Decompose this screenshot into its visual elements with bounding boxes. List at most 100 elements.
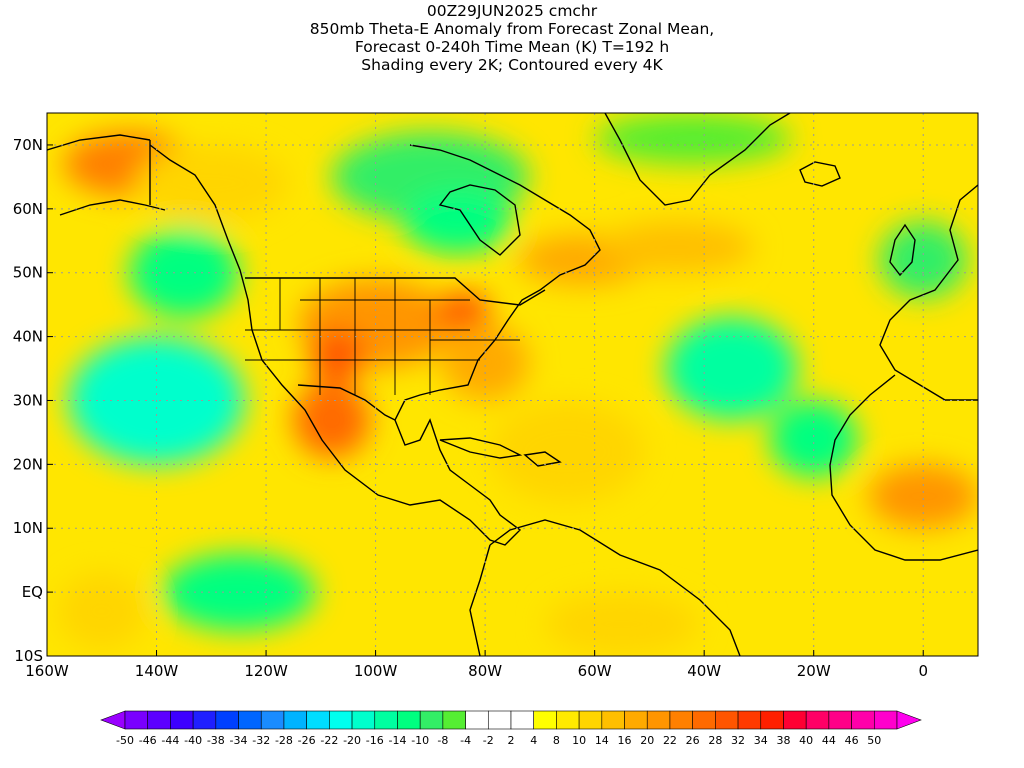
africa-coastline	[829, 374, 978, 561]
colorbar-label: -8	[437, 734, 448, 747]
colorbar-swatch	[215, 710, 239, 730]
land-outlines	[47, 113, 978, 656]
alaska-coastline	[47, 134, 166, 216]
colorbar-swatch	[442, 710, 466, 730]
anomaly-regions	[57, 113, 978, 656]
colorbar-label: 34	[754, 734, 768, 747]
colorbar-swatch	[100, 710, 126, 730]
colorbar-label: 28	[708, 734, 722, 747]
colorbar-swatch	[760, 710, 784, 730]
lon-tick-label: 100W	[354, 662, 398, 680]
lon-tick-label: 140W	[135, 662, 179, 680]
region-sahara-warm	[868, 464, 978, 529]
colorbar-swatch	[192, 710, 217, 730]
lat-tick-label: 70N	[13, 136, 43, 154]
colorbar-label: -2	[483, 734, 494, 747]
colorbar-swatch	[238, 710, 262, 730]
colorbar-label: -22	[320, 734, 338, 747]
colorbar-swatch	[624, 710, 648, 730]
title-block: 00Z29JUN2025 cmchr 850mb Theta-E Anomaly…	[0, 2, 1024, 74]
colorbar-swatch	[851, 710, 875, 730]
colorbar-swatch	[351, 710, 376, 730]
colorbar-swatch	[170, 710, 194, 730]
colorbar: -50 -46 -44 -40 -38 -34 -32 -28 -26 -22 -20 -16 -14-…	[100, 710, 922, 747]
region-caribbean-warm	[490, 400, 644, 503]
colorbar-label: -34	[230, 734, 248, 747]
lat-tick-label: EQ	[22, 583, 43, 601]
colorbar-swatch	[306, 710, 330, 730]
gridlines	[47, 113, 978, 656]
colorbar-swatch	[487, 710, 512, 730]
colorbar-label: -14	[388, 734, 406, 747]
colorbar-swatch	[578, 710, 603, 730]
colorbar-label: -46	[139, 734, 157, 747]
colorbar-label: -44	[161, 734, 179, 747]
colorbar-swatch	[533, 710, 557, 730]
colorbar-label: -10	[411, 734, 429, 747]
region-atlantic-plume-warm	[600, 221, 754, 273]
colorbar-swatch	[397, 710, 421, 730]
title-line-4: Shading every 2K; Contoured every 4K	[361, 56, 663, 74]
colorbar-label: -38	[207, 734, 225, 747]
region-yukon-warm	[134, 144, 288, 222]
colorbar-label: -40	[184, 734, 202, 747]
colorbar-swatch	[124, 710, 149, 730]
title-line-2: 850mb Theta-E Anomaly from Forecast Zona…	[309, 20, 715, 38]
lat-tick-label: 30N	[13, 391, 43, 409]
lon-tick-label: 120W	[244, 662, 288, 680]
colorbar-swatch	[510, 710, 535, 730]
colorbar-swatch	[669, 710, 693, 730]
region-south-pacific-warm	[57, 572, 146, 650]
plot-frame	[46, 112, 979, 657]
colorbar-label: 16	[618, 734, 632, 747]
colorbar-label: -16	[366, 734, 384, 747]
colorbar-swatch	[556, 710, 580, 730]
cuba-coastline	[439, 437, 523, 459]
colorbar-label: -32	[252, 734, 270, 747]
colorbar-swatch	[805, 710, 830, 730]
region-central-atlantic-cool	[665, 317, 798, 420]
region-hudson-cool	[402, 189, 513, 254]
colorbar-swatch	[374, 710, 398, 730]
colorbar-label: -26	[298, 734, 316, 747]
region-amazon-warm	[545, 592, 699, 656]
region-east-atlantic-cool	[769, 400, 858, 478]
colorbar-label: -28	[275, 734, 293, 747]
colorbar-label: 46	[845, 734, 859, 747]
british-isles-coastline	[889, 223, 916, 277]
lat-tick-label: 60N	[13, 200, 43, 218]
lat-tick-label: 10S	[14, 647, 43, 665]
hudson-bay-coastline	[438, 184, 521, 256]
lon-tick-label: 160W	[25, 662, 69, 680]
region-greenland-cool	[594, 113, 792, 165]
lat-tick-label: 50N	[13, 264, 43, 282]
lat-tick-label: 20N	[13, 455, 43, 473]
title-line-1: 00Z29JUN2025 cmchr	[426, 2, 598, 20]
colorbar-swatch	[283, 710, 307, 730]
colorbar-label: -50	[116, 734, 134, 747]
region-rockies-hot	[309, 330, 365, 382]
colorbar-swatch	[715, 710, 739, 730]
lat-tick-label: 10N	[13, 519, 43, 537]
title-line-3: Forecast 0-240h Time Mean (K) T=192 h	[354, 38, 670, 56]
colorbar-label: 40	[799, 734, 813, 747]
colorbar-swatch	[465, 710, 489, 730]
colorbar-label: 14	[595, 734, 609, 747]
greenland-coastline	[604, 113, 791, 206]
colorbar-swatch	[147, 710, 171, 730]
region-mexico-hot	[293, 381, 371, 458]
region-great-lakes-hot	[435, 291, 491, 331]
lat-tick-label: 40N	[13, 328, 43, 346]
iceland-coastline	[799, 161, 841, 187]
colorbar-swatch	[646, 710, 671, 730]
region-europe-cool	[879, 221, 968, 299]
colorbar-swatch	[896, 710, 922, 730]
region-equatorial-pacific-cool	[162, 553, 316, 631]
colorbar-swatch	[828, 710, 852, 730]
region-east-us-warm	[441, 323, 529, 401]
colorbar-swatch	[873, 710, 898, 730]
colorbar-label: 50	[867, 734, 881, 747]
colorbar-label: 4	[530, 734, 537, 747]
colorbar-label: 2	[508, 734, 515, 747]
